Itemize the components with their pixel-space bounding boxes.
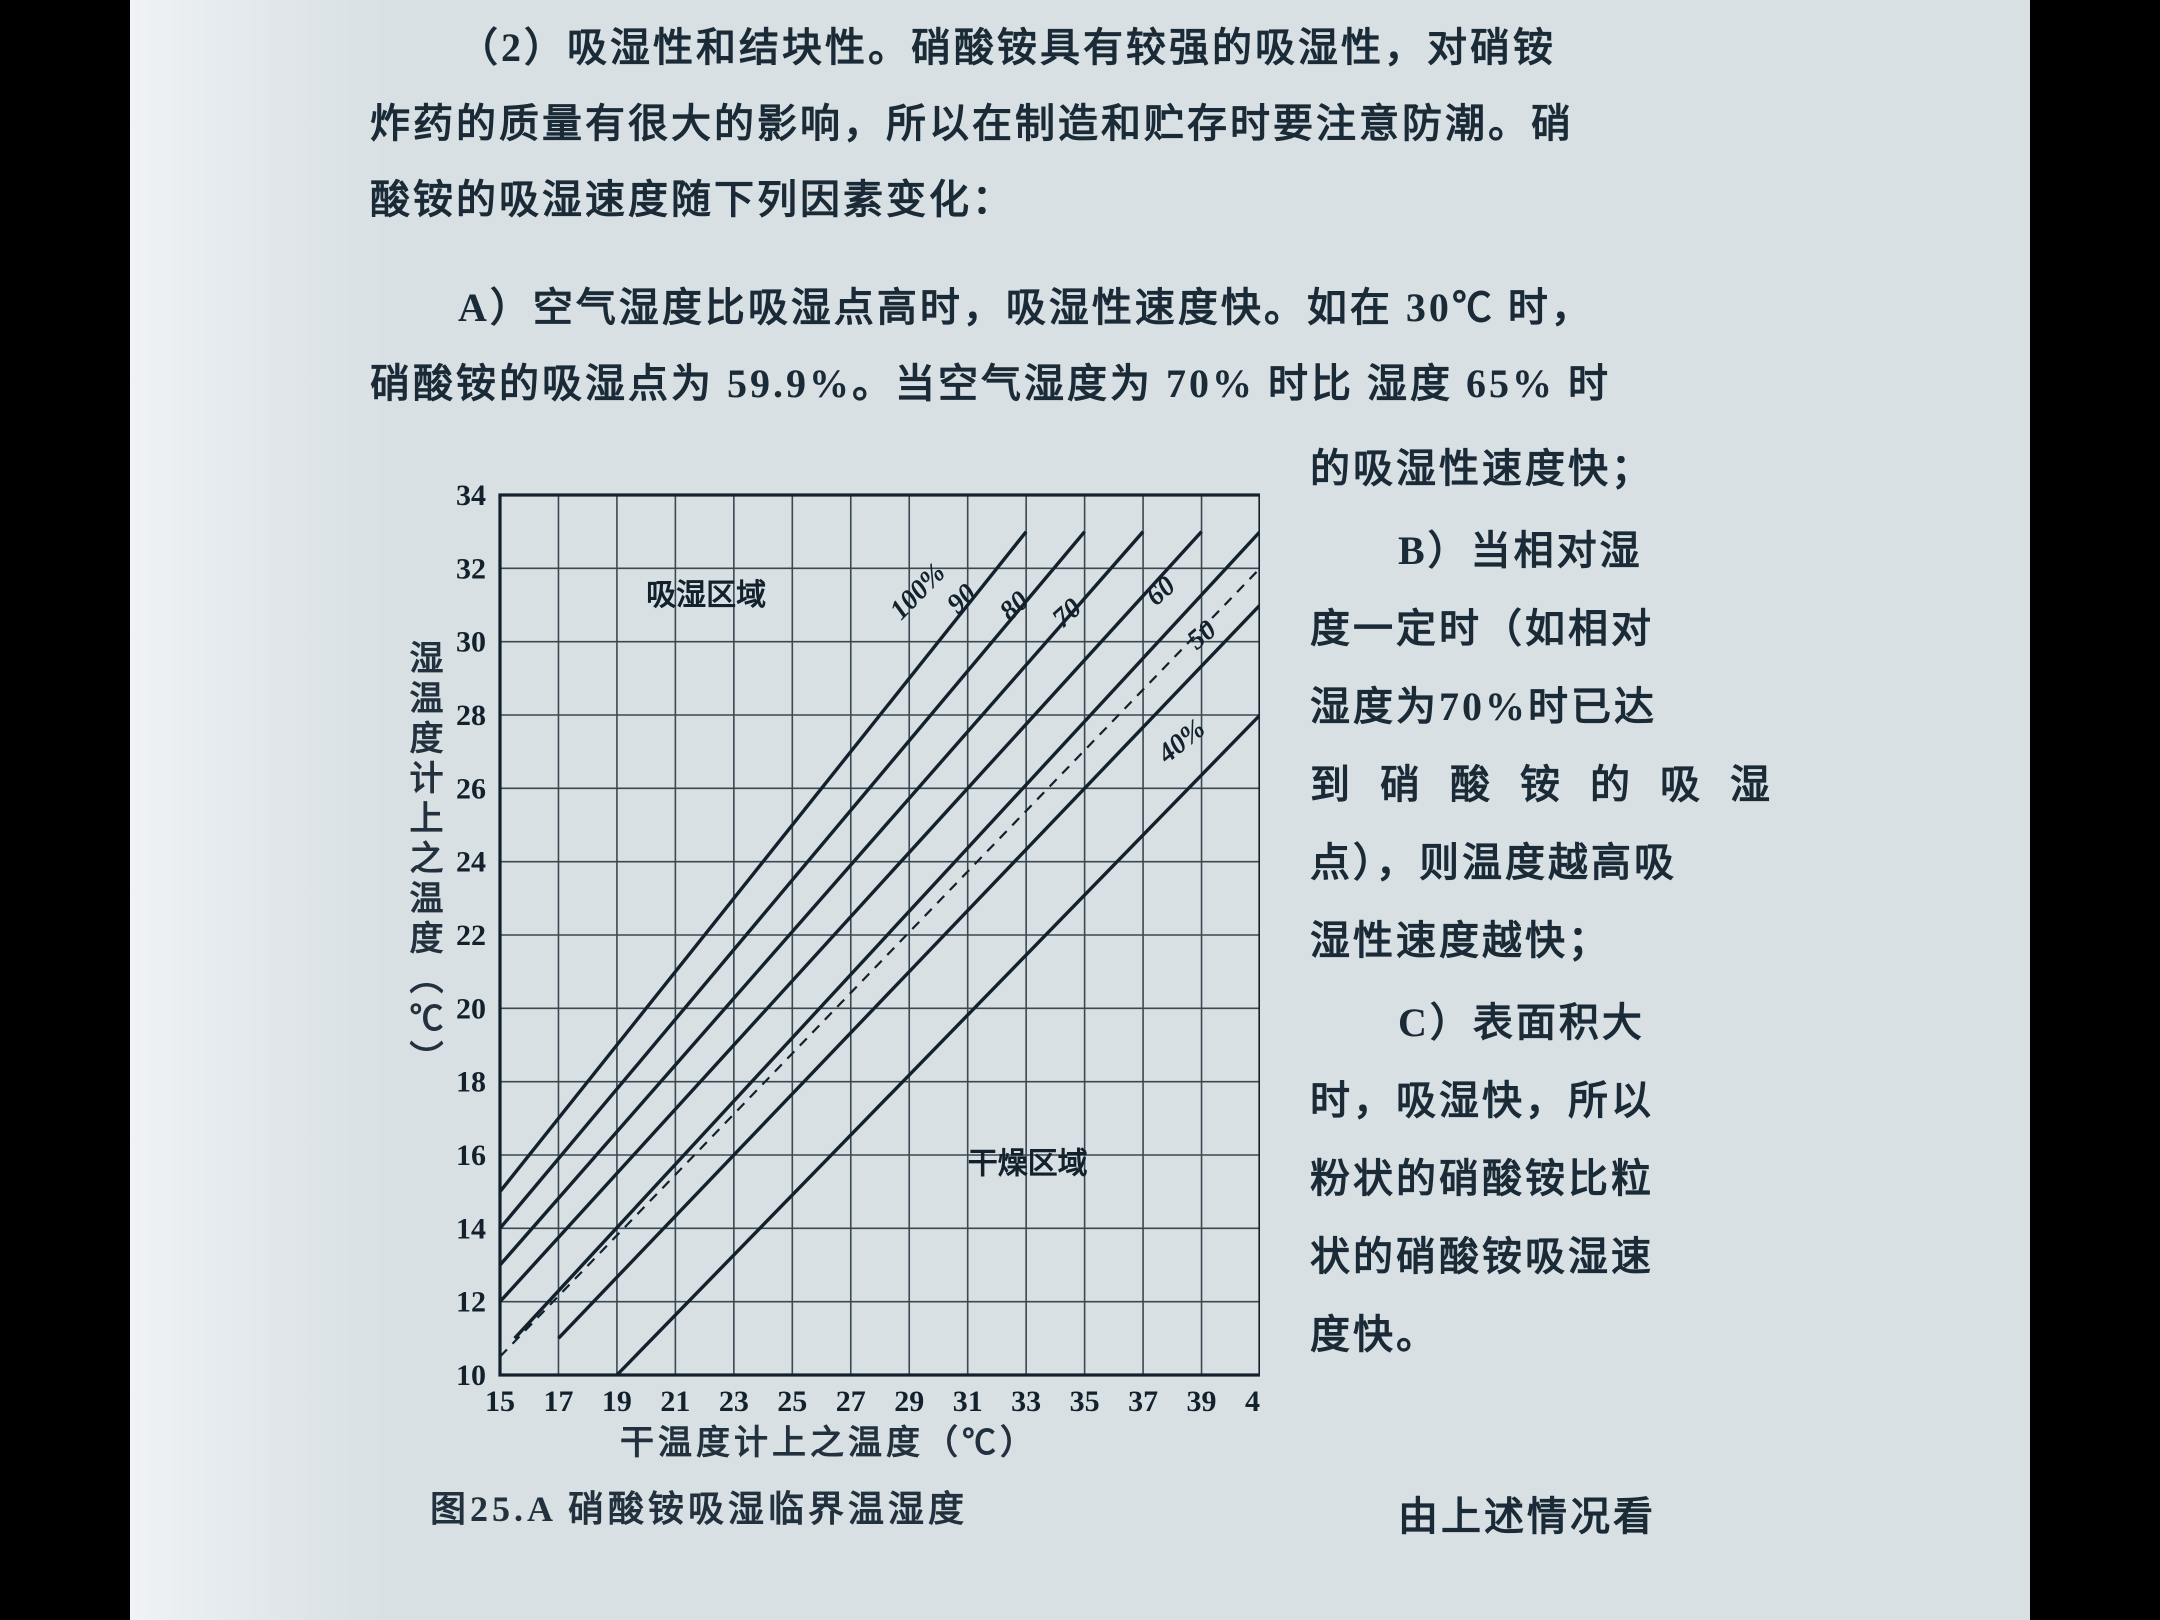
svg-text:14: 14 <box>456 1212 486 1245</box>
svg-text:12: 12 <box>456 1286 486 1319</box>
continuation-line: 由上述情况看 <box>1310 1478 1950 1556</box>
svg-text:35: 35 <box>1070 1385 1100 1418</box>
item-b-line6: 湿性速度越快； <box>1310 902 1950 980</box>
chart-x-axis-label: 干温度计上之温度（℃） <box>620 1415 1038 1464</box>
svg-text:25: 25 <box>777 1385 807 1418</box>
svg-text:17: 17 <box>543 1385 573 1418</box>
item-a-line2: 硝酸铵的吸湿点为 59.9%。当空气湿度为 70% 时比 湿度 65% 时 <box>370 346 1950 422</box>
svg-text:28: 28 <box>456 699 486 732</box>
paragraph-2-line2: 炸药的质量有很大的影响，所以在制造和贮存时要注意防潮。硝 <box>370 86 1950 162</box>
svg-text:31: 31 <box>953 1385 983 1418</box>
item-b-line4: 到 硝 酸 铵 的 吸 湿 <box>1310 746 1950 824</box>
paragraph-2-line1: （2）吸湿性和结块性。硝酸铵具有较强的吸湿性，对硝铵 <box>370 10 1930 86</box>
svg-text:90: 90 <box>941 578 983 620</box>
svg-text:70: 70 <box>1046 592 1088 634</box>
right-black-bar <box>2030 0 2160 1620</box>
item-c-line4: 状的硝酸铵吸湿速 <box>1310 1218 1950 1296</box>
item-b-line5: 点），则温度越高吸 <box>1310 824 1950 902</box>
svg-text:19: 19 <box>602 1385 632 1418</box>
item-b-line2: 度一定时（如相对 <box>1310 590 1950 668</box>
item-c-line2: 时，吸湿快，所以 <box>1310 1062 1950 1140</box>
svg-text:24: 24 <box>456 846 486 879</box>
svg-text:吸湿区域: 吸湿区域 <box>646 579 766 612</box>
svg-text:10: 10 <box>456 1359 486 1392</box>
svg-text:30: 30 <box>456 626 486 659</box>
item-c-line5: 度快。 <box>1310 1296 1950 1374</box>
svg-text:32: 32 <box>456 552 486 585</box>
chart-caption: 图25.A 硝酸铵吸湿临界温湿度 <box>430 1480 968 1532</box>
svg-text:21: 21 <box>660 1385 690 1418</box>
svg-text:33: 33 <box>1011 1385 1041 1418</box>
paragraph-2-line3: 酸铵的吸湿速度随下列因素变化： <box>370 162 1950 238</box>
svg-text:22: 22 <box>456 919 486 952</box>
svg-text:39: 39 <box>1187 1385 1217 1418</box>
svg-text:29: 29 <box>894 1385 924 1418</box>
scanned-page: （2）吸湿性和结块性。硝酸铵具有较强的吸湿性，对硝铵 炸药的质量有很大的影响，所… <box>130 0 2030 1620</box>
svg-text:26: 26 <box>456 772 486 805</box>
svg-text:16: 16 <box>456 1139 486 1172</box>
svg-text:20: 20 <box>456 992 486 1025</box>
item-c-line3: 粉状的硝酸铵比粒 <box>1310 1140 1950 1218</box>
svg-text:18: 18 <box>456 1066 486 1099</box>
item-b-line3: 湿度为70%时已达 <box>1310 668 1950 746</box>
svg-text:60: 60 <box>1140 570 1181 612</box>
humidity-chart: 100%908070605040%15171921232527293133353… <box>410 465 1260 1465</box>
svg-text:15: 15 <box>485 1385 515 1418</box>
svg-text:干燥区域: 干燥区域 <box>968 1147 1088 1180</box>
svg-text:37: 37 <box>1128 1385 1158 1418</box>
item-a-line1: A）空气湿度比吸湿点高时，吸湿性速度快。如在 30℃ 时， <box>370 270 1950 346</box>
svg-text:80: 80 <box>994 585 1036 627</box>
side-a-line3: 的吸湿性速度快； <box>1310 430 1950 508</box>
svg-text:27: 27 <box>836 1385 866 1418</box>
item-b-line1: B）当相对湿 <box>1310 512 1950 590</box>
item-c-line1: C）表面积大 <box>1310 984 1950 1062</box>
svg-text:34: 34 <box>456 479 486 512</box>
svg-text:41: 41 <box>1245 1385 1260 1418</box>
svg-text:23: 23 <box>719 1385 749 1418</box>
